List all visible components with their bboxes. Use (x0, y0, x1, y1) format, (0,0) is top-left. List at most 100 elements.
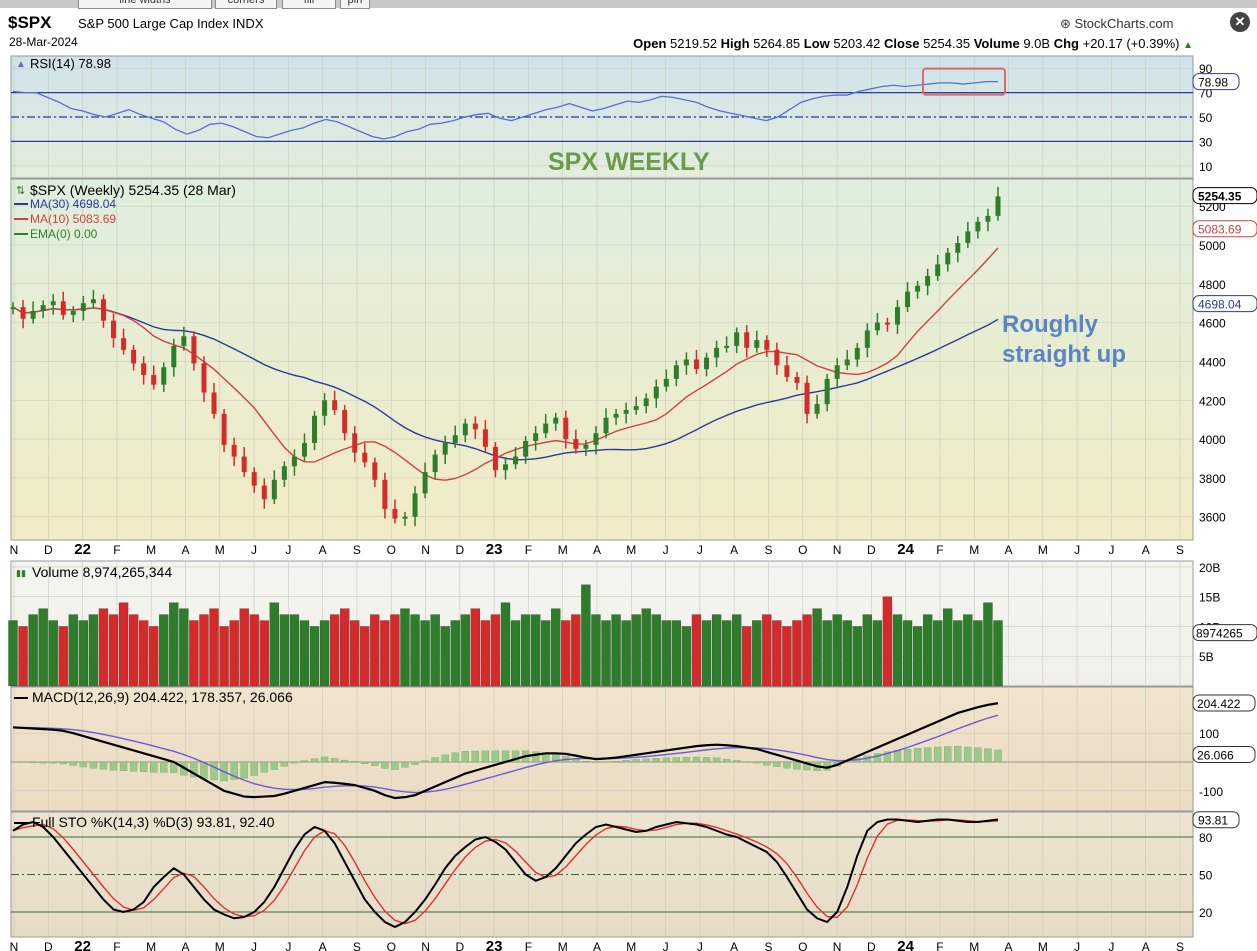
volume-bar (149, 626, 159, 687)
x-tick-label: M (1038, 543, 1048, 557)
candle-body (281, 466, 287, 480)
candle-body (623, 409, 629, 414)
rsi-highlight-box (922, 67, 1006, 96)
pin-button[interactable]: pin (340, 0, 370, 9)
price-tick-label: 3800 (1199, 472, 1226, 486)
candle-body (382, 479, 388, 509)
macd-histogram-bar (632, 759, 640, 763)
volume-bar (772, 620, 782, 687)
candle-body (362, 452, 368, 463)
macd-histogram-bar (893, 750, 902, 763)
volume-bar (852, 626, 862, 687)
candle-body (111, 320, 117, 339)
macd-histogram-bar (310, 758, 319, 763)
sto-last-label: 93.81 (1198, 814, 1228, 828)
volume-bar (802, 614, 812, 687)
rsi-last-badge (1192, 73, 1240, 91)
candle-body (985, 215, 991, 222)
x-tick-label-bottom: A (593, 940, 601, 951)
volume-bar (8, 620, 18, 687)
legend-entry: MA(10) 5083.69 (30, 212, 116, 226)
volume-bar (561, 620, 571, 687)
macd-histogram-bar (391, 761, 399, 770)
x-tick-label-bottom: D (455, 940, 464, 951)
macd-histogram-bar (763, 761, 771, 766)
x-tick-label-bottom: J (1074, 940, 1080, 951)
candle-body (704, 357, 710, 370)
macd-histogram-bar (964, 746, 972, 763)
candle-body (583, 444, 589, 449)
candle-body (482, 429, 488, 447)
volume-bar (832, 614, 842, 687)
macd-histogram-bar (431, 757, 439, 763)
x-tick-label-bottom: S (1176, 940, 1184, 951)
candle-body (714, 347, 720, 358)
volume-bar (892, 614, 903, 687)
x-tick-label-bottom: 24 (897, 938, 914, 951)
x-tick-label: D (455, 543, 464, 557)
volume-bar (742, 626, 752, 687)
volume-bar (139, 620, 149, 687)
x-tick-label: D (867, 543, 876, 557)
candle-body (633, 406, 639, 410)
fill-button[interactable]: fill (282, 0, 336, 9)
candle-body (884, 322, 890, 325)
candle-body (955, 243, 961, 253)
macd-histogram-bar (99, 761, 108, 770)
candle-body (50, 301, 56, 306)
volume-bar (651, 614, 661, 687)
candle-body (442, 442, 448, 455)
index-name: S&P 500 Large Cap Index INDX (78, 16, 264, 31)
macd-title: MACD(12,26,9) 204.422, 178.357, 26.066 (32, 689, 293, 705)
volume-bar (681, 626, 692, 687)
volume-bar (58, 626, 68, 687)
x-tick-label-bottom: N (10, 940, 19, 951)
volume-bar (179, 608, 189, 687)
x-tick-label: N (421, 543, 430, 557)
x-tick-label: J (1074, 543, 1080, 557)
volume-bar (299, 620, 310, 687)
price-value-label: 4698.04 (1198, 298, 1242, 312)
macd-histogram-bar (552, 754, 560, 763)
volume-bar (360, 626, 370, 687)
candle-body (372, 462, 378, 480)
rsi-last-label: 78.98 (1198, 76, 1228, 90)
close-icon[interactable]: ✕ (1230, 12, 1250, 32)
candle-body (523, 441, 529, 457)
x-tick-label-bottom: J (285, 940, 291, 951)
rsi-line (12, 80, 998, 140)
macd-histogram-bar (984, 748, 992, 763)
volume-bar (993, 620, 1003, 687)
price-value-badge (1192, 295, 1257, 313)
volume-bar (219, 626, 229, 687)
volume-bar (732, 614, 742, 687)
volume-bar (721, 620, 732, 687)
chart-annotation-note: Roughly straight up (1002, 310, 1126, 370)
volume-bar (78, 620, 89, 687)
volume-bar (249, 614, 259, 687)
candle-body (945, 252, 951, 265)
candle-body (392, 508, 398, 519)
candle-body (503, 464, 508, 471)
macd-histogram-bar (532, 751, 540, 763)
line-widths-button[interactable]: line widths (78, 0, 212, 9)
macd-histogram-bar (994, 749, 1002, 763)
candle-body (573, 439, 579, 449)
macd-histogram-bar (903, 749, 912, 763)
volume-bar (601, 620, 611, 687)
volume-bar (581, 584, 591, 687)
corners-button[interactable]: corners (215, 0, 277, 9)
open-value: 5219.52 (670, 36, 718, 51)
volume-bar (591, 614, 601, 687)
price-value-badge (1192, 220, 1257, 238)
volume-bar (671, 620, 682, 687)
macd-histogram-bar (351, 761, 359, 763)
macd-histogram-bar (612, 761, 620, 763)
macd-value-badge (1192, 745, 1256, 763)
x-tick-label-bottom: A (319, 940, 327, 951)
volume-bar (691, 614, 702, 687)
volume-bar (319, 620, 330, 687)
macd-histogram-bar (441, 754, 449, 763)
candle-body (301, 442, 307, 457)
volume-bar (973, 620, 983, 687)
